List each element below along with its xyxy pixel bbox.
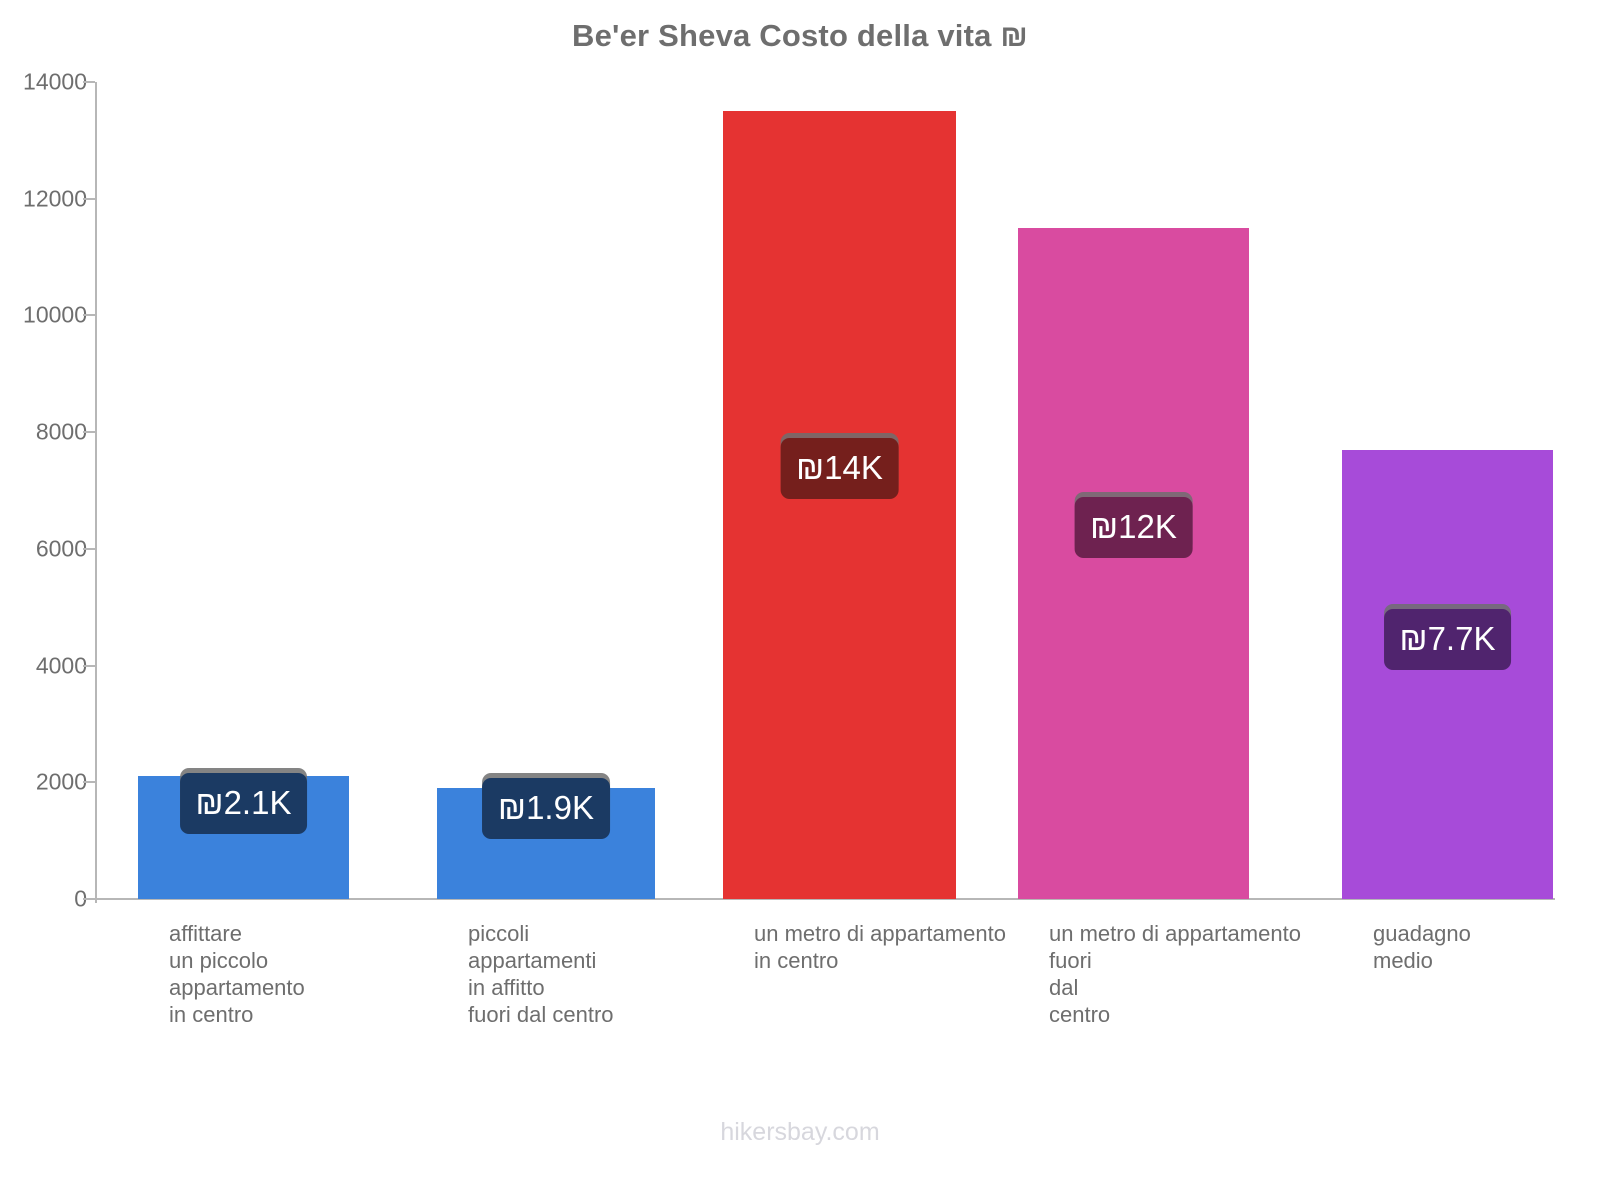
y-axis-tick-mark — [83, 431, 95, 434]
y-axis-tick-mark — [83, 197, 95, 200]
y-axis-tick-label: 6000 — [35, 535, 87, 562]
x-axis-category-label: affittare un piccolo appartamento in cen… — [169, 921, 305, 1027]
y-axis-tick-mark — [83, 781, 95, 784]
y-axis-tick-label: 12000 — [23, 185, 87, 212]
y-axis-tick-label: 14000 — [23, 68, 87, 95]
bar[interactable] — [1018, 227, 1249, 899]
y-axis-tick-label: 4000 — [35, 652, 87, 679]
bar[interactable] — [1342, 449, 1553, 899]
footer-watermark: hikersbay.com — [720, 1118, 880, 1146]
bar-value-label: ₪1.9K — [482, 778, 610, 839]
plot-area: ₪2.1K ₪1.9K ₪14K ₪12K ₪7.7K — [95, 82, 1555, 899]
y-axis-tick-mark — [83, 898, 95, 900]
y-axis-tick-mark — [83, 314, 95, 317]
x-axis-category-label: un metro di appartamento fuori dal centr… — [1049, 921, 1301, 1027]
y-axis-line — [95, 82, 97, 903]
x-axis-line — [83, 898, 1555, 900]
y-axis-tick-mark — [83, 81, 95, 83]
bar-value-label: ₪2.1K — [179, 773, 308, 834]
x-axis-category-label: piccoli appartamenti in affitto fuori da… — [468, 921, 614, 1027]
y-axis-tick-mark — [83, 664, 95, 667]
x-axis-category-label: un metro di appartamento in centro — [754, 921, 1006, 973]
bar-value-label: ₪12K — [1074, 497, 1193, 558]
bar-value-label: ₪14K — [780, 438, 899, 499]
page-title: Be'er Sheva Costo della vita ₪ — [572, 18, 1028, 53]
y-axis-tick-mark — [83, 547, 95, 550]
y-axis-tick-label: 10000 — [23, 301, 87, 328]
bar-value-label: ₪7.7K — [1383, 609, 1512, 670]
y-axis-tick-label: 0 — [74, 885, 87, 912]
x-axis-category-label: guadagno medio — [1373, 921, 1471, 973]
y-axis-tick-label: 2000 — [35, 768, 87, 795]
bar[interactable] — [723, 111, 956, 899]
y-axis-tick-label: 8000 — [35, 418, 87, 445]
